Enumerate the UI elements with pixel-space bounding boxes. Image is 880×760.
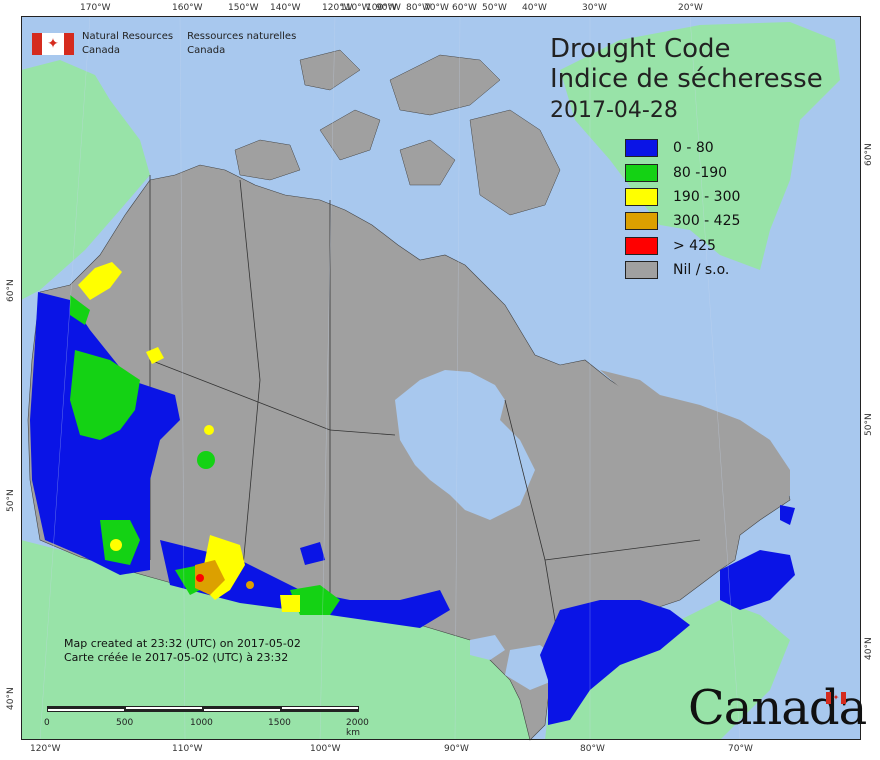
- legend-item: 300 - 425: [625, 209, 740, 233]
- scale-segment: [281, 709, 359, 712]
- top-tick: 110°W: [340, 3, 371, 13]
- bottom-tick: 110°W: [172, 744, 203, 754]
- map-title: Drought Code Indice de sécheresse 2017-0…: [550, 34, 823, 126]
- graticule: [39, 15, 741, 741]
- legend-label: 80 -190: [673, 164, 728, 181]
- legend: 0 - 80 80 -190 190 - 300 300 - 425 > 425 Nil …: [625, 136, 740, 282]
- legend-label: 190 - 300: [673, 188, 741, 205]
- scale-label: 0: [44, 718, 50, 728]
- top-tick: 40°W: [522, 3, 547, 13]
- right-tick: 50°N: [864, 413, 874, 436]
- scale-segment: [47, 706, 125, 709]
- scale-segment: [203, 706, 281, 709]
- top-tick: 170°W: [80, 3, 111, 13]
- right-tick: 60°N: [864, 143, 874, 166]
- created-en: Map created at 23:32 (UTC) on 2017-05-02: [64, 637, 301, 650]
- quebec-labrador: [600, 370, 790, 515]
- created-fr: Carte créée le 2017-05-02 (UTC) à 23:32: [64, 651, 289, 664]
- agency-fr-line1: Ressources naturelles: [187, 31, 297, 42]
- legend-label: Nil / s.o.: [673, 262, 730, 279]
- legend-swatch: [625, 236, 658, 255]
- bottom-tick: 100°W: [310, 744, 341, 754]
- dc-300-425-regions: [195, 560, 254, 595]
- legend-item: 80 -190: [625, 160, 740, 184]
- right-tick: 40°N: [864, 637, 874, 660]
- top-tick: 70°W: [424, 3, 449, 13]
- agency-name-en: Natural Resources Canada: [82, 30, 173, 58]
- legend-item: 0 - 80: [625, 136, 740, 160]
- legend-swatch: [625, 187, 658, 206]
- legend-label: 0 - 80: [673, 140, 714, 157]
- top-tick: 20°W: [678, 3, 703, 13]
- title-fr: Indice de sécheresse: [550, 64, 823, 94]
- created-note: Map created at 23:32 (UTC) on 2017-05-02…: [64, 637, 301, 665]
- hudson-bay: [395, 370, 535, 520]
- usa-land: [21, 540, 555, 740]
- top-tick: 100°W: [366, 3, 397, 13]
- bottom-tick: 90°W: [444, 744, 469, 754]
- top-tick: 160°W: [172, 3, 203, 13]
- left-tick: 40°N: [6, 687, 16, 710]
- legend-label: 300 - 425: [673, 213, 741, 230]
- agency-fr-line2: Canada: [187, 45, 226, 56]
- title-en: Drought Code: [550, 34, 731, 64]
- bottom-tick: 120°W: [30, 744, 61, 754]
- top-tick: 50°W: [482, 3, 507, 13]
- top-tick: 140°W: [270, 3, 301, 13]
- left-tick: 50°N: [6, 489, 16, 512]
- top-tick: 30°W: [582, 3, 607, 13]
- top-tick: 120°W: [322, 3, 353, 13]
- greenland-land: [560, 22, 840, 270]
- dc-425-regions: [196, 574, 204, 582]
- legend-swatch: [625, 261, 658, 280]
- arctic-islands: [234, 49, 561, 216]
- bottom-tick: 70°W: [728, 744, 753, 754]
- great-lakes: [470, 635, 560, 690]
- legend-label: > 425: [673, 237, 716, 254]
- legend-item: > 425: [625, 234, 740, 258]
- legend-swatch: [625, 163, 658, 182]
- top-tick: 60°W: [452, 3, 477, 13]
- scale-label: 500: [116, 718, 134, 728]
- legend-item: Nil / s.o.: [625, 258, 740, 282]
- canada-wordmark: Canada: [688, 680, 867, 736]
- scale-segment: [125, 709, 203, 712]
- agency-name-fr: Ressources naturelles Canada: [187, 30, 296, 58]
- map-date: 2017-04-28: [550, 98, 678, 123]
- agency-en-line1: Natural Resources: [82, 31, 174, 42]
- legend-swatch: [625, 139, 658, 158]
- usa-northeast: [545, 600, 790, 740]
- top-tick: 150°W: [228, 3, 259, 13]
- scale-label: 1000: [190, 718, 213, 728]
- agency-en-line2: Canada: [82, 45, 121, 56]
- top-tick: 90°W: [376, 3, 401, 13]
- legend-item: 190 - 300: [625, 185, 740, 209]
- bottom-tick: 80°W: [580, 744, 605, 754]
- top-tick: 80°W: [406, 3, 431, 13]
- scale-label: 1500: [268, 718, 291, 728]
- alaska-land: [21, 60, 150, 300]
- scale-label: 2000 km: [346, 718, 369, 738]
- wordmark-flag-icon: ✦: [826, 692, 846, 704]
- agency-header: ✦ Natural Resources Canada Ressources na…: [32, 30, 310, 58]
- canada-flag-icon: ✦: [32, 33, 74, 55]
- legend-swatch: [625, 212, 658, 231]
- left-tick: 60°N: [6, 279, 16, 302]
